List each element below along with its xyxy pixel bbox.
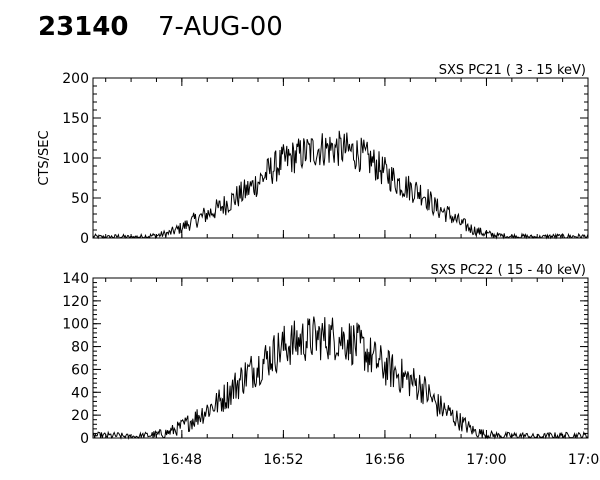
y-tick-label: 80 [71, 340, 89, 356]
y-tick-label: 0 [80, 431, 89, 447]
observation-id: 23140 [38, 12, 129, 42]
y-tick-label: 0 [80, 231, 89, 247]
x-tick-label: 16:56 [365, 452, 405, 468]
panel-title: SXS PC22 ( 15 - 40 keV) [430, 263, 586, 278]
x-tick-label: 17:00 [466, 452, 506, 468]
x-tick-label: 17:04 [568, 452, 600, 468]
y-tick-label: 150 [62, 111, 89, 127]
y-axis-label: CTS/SEC [37, 130, 52, 185]
plot-frame [92, 77, 589, 239]
observation-date: 7-AUG-00 [158, 12, 283, 42]
panel-pc22: SXS PC22 ( 15 - 40 keV) 0 20 40 60 80 100 120 14… [62, 263, 600, 468]
y-tick-label: 120 [62, 294, 89, 310]
y-tick-label: 100 [62, 317, 89, 333]
plot-frame [92, 277, 589, 439]
series-line [92, 130, 589, 240]
panel-pc21: SXS PC21 ( 3 - 15 keV) CTS/SEC 0 50 100 150 20… [37, 63, 589, 247]
series-line [92, 316, 589, 440]
x-tick-label: 16:52 [263, 452, 303, 468]
y-tick-label: 60 [71, 362, 89, 378]
y-tick-label: 140 [62, 271, 89, 287]
y-tick-label: 40 [71, 385, 89, 401]
y-tick-label: 50 [71, 191, 89, 207]
x-tick-label: 16:48 [162, 452, 202, 468]
y-tick-label: 20 [71, 408, 89, 424]
y-tick-label: 200 [62, 71, 89, 87]
panel-title: SXS PC21 ( 3 - 15 keV) [439, 63, 586, 78]
y-tick-label: 100 [62, 151, 89, 167]
